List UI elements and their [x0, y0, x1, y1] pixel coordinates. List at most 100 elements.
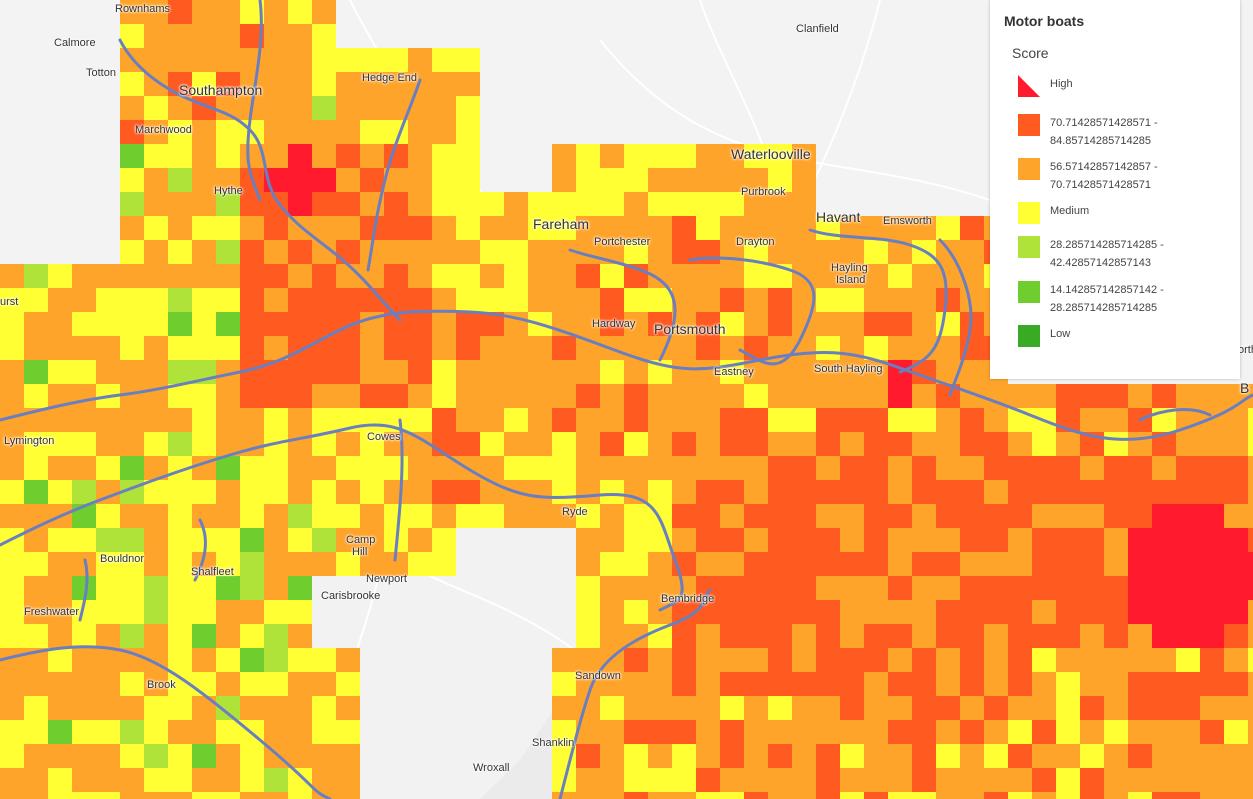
score-cell [240, 768, 264, 792]
score-cell [792, 240, 816, 264]
score-cell [24, 720, 48, 744]
place-label-rownhams: Rownhams [115, 3, 171, 15]
score-cell [1128, 744, 1152, 768]
score-cell [1128, 456, 1152, 480]
score-cell [1032, 744, 1056, 768]
score-cell [72, 768, 96, 792]
score-cell [696, 552, 720, 576]
score-cell [552, 720, 576, 744]
score-cell [288, 648, 312, 672]
score-cell [576, 168, 600, 192]
score-cell [552, 360, 576, 384]
score-cell [144, 264, 168, 288]
score-cell [720, 672, 744, 696]
score-cell [1080, 624, 1104, 648]
score-cell [1248, 744, 1253, 768]
score-cell [552, 696, 576, 720]
score-cell [192, 240, 216, 264]
legend-label-line: 56.57142857142857 - [1050, 161, 1158, 173]
score-cell [1104, 696, 1128, 720]
score-cell [264, 792, 288, 799]
score-cell [0, 456, 24, 480]
score-cell [288, 672, 312, 696]
score-cell [0, 384, 24, 408]
score-cell [816, 312, 840, 336]
score-cell [696, 528, 720, 552]
score-cell [768, 288, 792, 312]
score-cell [24, 600, 48, 624]
score-cell [360, 504, 384, 528]
score-cell [216, 504, 240, 528]
score-cell [744, 504, 768, 528]
score-cell [504, 504, 528, 528]
score-cell [240, 192, 264, 216]
score-cell [216, 216, 240, 240]
score-cell [480, 408, 504, 432]
score-cell [288, 192, 312, 216]
score-cell [840, 288, 864, 312]
place-label-hythe: Hythe [214, 185, 243, 197]
score-cell [288, 288, 312, 312]
score-cell [264, 528, 288, 552]
legend-label-line: 28.285714285714285 [1050, 302, 1158, 314]
score-cell [696, 504, 720, 528]
score-cell [288, 120, 312, 144]
score-cell [168, 360, 192, 384]
score-cell [768, 432, 792, 456]
score-cell [168, 408, 192, 432]
score-cell [1104, 744, 1128, 768]
score-cell [192, 792, 216, 799]
score-cell [672, 792, 696, 799]
score-cell [1152, 768, 1176, 792]
score-cell [840, 768, 864, 792]
score-cell [144, 672, 168, 696]
score-cell [648, 552, 672, 576]
score-cell [744, 648, 768, 672]
place-label-waterlooville: Waterlooville [731, 146, 811, 162]
score-cell [480, 264, 504, 288]
score-cell [264, 216, 288, 240]
score-cell [480, 192, 504, 216]
score-cell [480, 456, 504, 480]
score-cell [744, 720, 768, 744]
score-cell [840, 576, 864, 600]
score-cell [240, 72, 264, 96]
score-cell [696, 648, 720, 672]
score-cell [792, 600, 816, 624]
score-cell [360, 552, 384, 576]
score-cell [0, 720, 24, 744]
score-cell [768, 552, 792, 576]
score-cell [312, 648, 336, 672]
score-cell [768, 312, 792, 336]
score-cell [648, 168, 672, 192]
score-cell [1080, 576, 1104, 600]
score-cell [312, 336, 336, 360]
score-cell [936, 264, 960, 288]
score-cell [576, 264, 600, 288]
score-cell [624, 456, 648, 480]
score-cell [456, 288, 480, 312]
score-cell [72, 336, 96, 360]
score-cell [48, 648, 72, 672]
score-cell [552, 456, 576, 480]
score-cell [288, 480, 312, 504]
score-cell [816, 456, 840, 480]
score-cell [696, 456, 720, 480]
score-cell [192, 24, 216, 48]
score-cell [624, 432, 648, 456]
score-cell [1056, 528, 1080, 552]
score-cell [288, 312, 312, 336]
place-label-freshwater: Freshwater [24, 606, 80, 618]
score-cell [240, 624, 264, 648]
score-cell [1056, 648, 1080, 672]
score-cell [1128, 600, 1152, 624]
score-cell [408, 48, 432, 72]
legend-label: Low [1050, 325, 1230, 343]
score-cell [1176, 576, 1200, 600]
score-cell [960, 216, 984, 240]
score-cell [72, 552, 96, 576]
place-label-brook: Brook [147, 679, 176, 691]
score-cell [888, 480, 912, 504]
score-cell [120, 264, 144, 288]
score-cell [336, 648, 360, 672]
